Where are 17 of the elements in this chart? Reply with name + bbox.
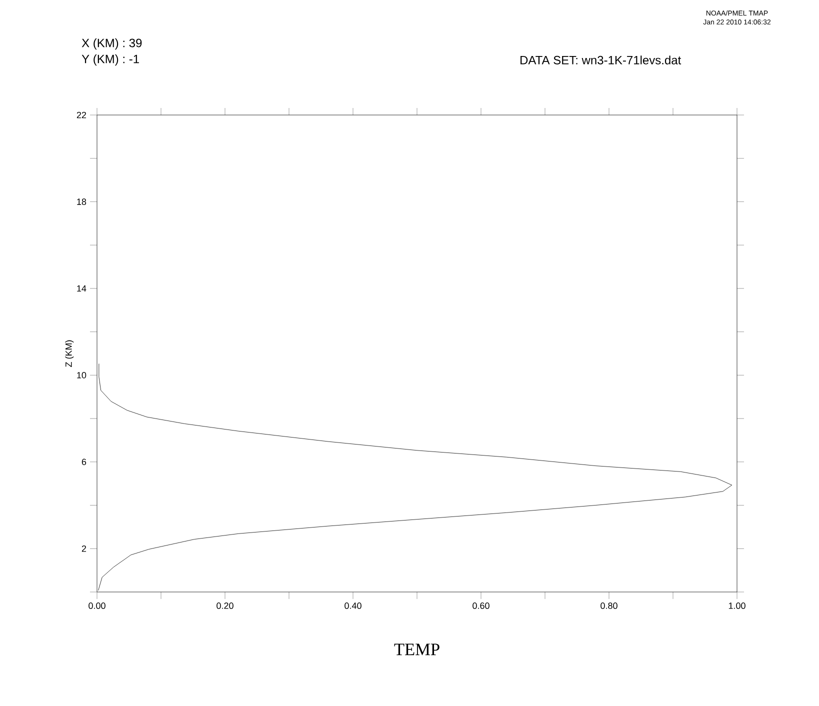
x-axis-title: TEMP bbox=[394, 644, 440, 656]
y-tick-label: 22 bbox=[76, 112, 86, 118]
x-tick-label: 0.60 bbox=[472, 602, 490, 609]
x-tick-label: 1.00 bbox=[728, 602, 746, 609]
text: DATA SET: wn3-1K-71levs.dat bbox=[520, 56, 682, 64]
y-tick-label: 10 bbox=[77, 372, 86, 378]
x-tick-label: 0.20 bbox=[216, 602, 234, 609]
x-tick-label: 0.00 bbox=[88, 602, 106, 609]
x-tick-label: 0.80 bbox=[600, 602, 618, 609]
chart-title: X (KM) : 39 bbox=[82, 38, 142, 50]
y-tick-label: 14 bbox=[77, 285, 86, 292]
y-tick-label: 2 bbox=[82, 545, 86, 552]
chart-subtitle: Y (KM) : -1 bbox=[82, 54, 139, 66]
y-tick-label: 18 bbox=[77, 198, 86, 205]
y-tick-label: 6 bbox=[82, 458, 86, 466]
x-tick-label: 0.40 bbox=[344, 602, 362, 609]
y-axis-title: Z (KM) bbox=[65, 340, 74, 367]
